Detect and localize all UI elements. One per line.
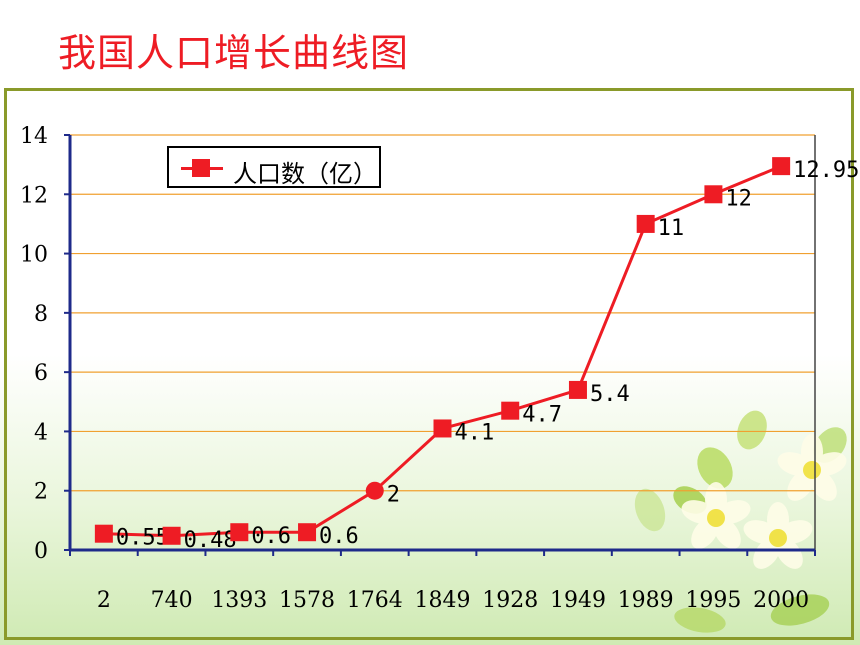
data-point-marker [433,419,452,438]
y-tick-label: 10 [20,243,48,268]
slide-title: 我国人口增长曲线图 [58,31,410,75]
data-label: 0.6 [319,524,359,549]
data-point-marker [365,481,384,500]
y-tick-label: 0 [34,539,48,564]
x-tick-label: 740 [151,588,193,613]
data-point-marker [298,523,317,542]
data-label: 11 [658,216,685,241]
y-tick-label: 4 [34,420,48,445]
data-point-marker [501,401,520,420]
legend-label: 人口数（亿） [233,160,377,188]
y-tick-label: 14 [20,124,48,149]
y-tick-label: 2 [34,480,48,505]
legend-marker-swatch [192,159,210,177]
x-tick-label: 1578 [279,588,335,613]
data-label: 4.7 [522,403,562,428]
y-tick-label: 8 [34,302,48,327]
chart-legend: 人口数（亿） [167,146,381,188]
chart-frame [4,88,854,640]
data-label: 0.6 [251,524,291,549]
data-point-marker [94,524,113,543]
x-tick-label: 2 [97,588,111,613]
data-point-marker [162,526,181,545]
x-tick-label: 1989 [618,588,674,613]
data-label: 5.4 [590,382,630,407]
x-tick-label: 1764 [347,588,403,613]
y-tick-label: 12 [20,183,48,208]
data-point-marker [230,523,249,542]
x-tick-label: 1949 [550,588,606,613]
data-point-marker [772,157,791,176]
x-tick-label: 1995 [685,588,741,613]
x-tick-label: 1849 [415,588,471,613]
x-tick-label: 2000 [753,588,809,613]
data-point-marker [704,185,723,204]
data-label: 12 [725,186,752,211]
data-point-marker [568,380,587,399]
data-label: 2 [387,483,400,508]
x-tick-label: 1928 [482,588,538,613]
data-label: 0.55 [116,526,169,551]
y-tick-label: 6 [34,361,48,386]
x-tick-label: 1393 [211,588,267,613]
data-label: 4.1 [455,420,495,445]
data-label: 12.95 [793,158,859,183]
data-label: 0.48 [184,528,237,553]
data-point-marker [636,214,655,233]
